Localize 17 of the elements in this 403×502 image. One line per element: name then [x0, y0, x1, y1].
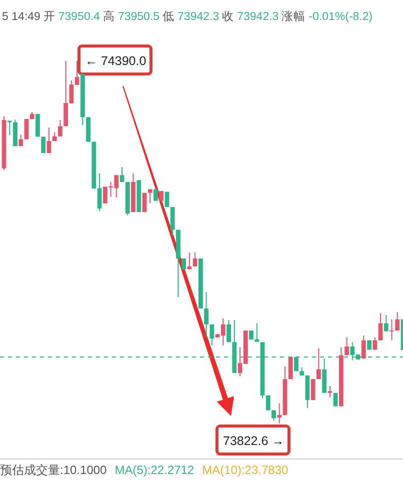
- price-label: 73822.6 →: [216, 424, 290, 456]
- text: 收: [222, 10, 234, 23]
- text: 73950.4: [58, 11, 101, 23]
- text: 涨幅: [282, 10, 306, 23]
- text: 低: [162, 10, 175, 23]
- text: 73942.3: [178, 11, 220, 23]
- text: 高: [102, 9, 115, 23]
- price-label: ← 74390.0: [78, 44, 152, 76]
- text: 73950.5: [118, 11, 160, 23]
- text: MA(10):23.7830: [202, 463, 288, 477]
- text: MA(5):22.2712: [114, 463, 194, 477]
- text: 预估成交量:10.1000: [0, 463, 108, 477]
- text: 开: [43, 10, 56, 23]
- text: 5 14:49: [2, 11, 40, 23]
- text: -0.01%(-8.2): [308, 11, 373, 23]
- annotation: ← 74390.0: [85, 54, 146, 68]
- text: 73942.3: [237, 11, 279, 23]
